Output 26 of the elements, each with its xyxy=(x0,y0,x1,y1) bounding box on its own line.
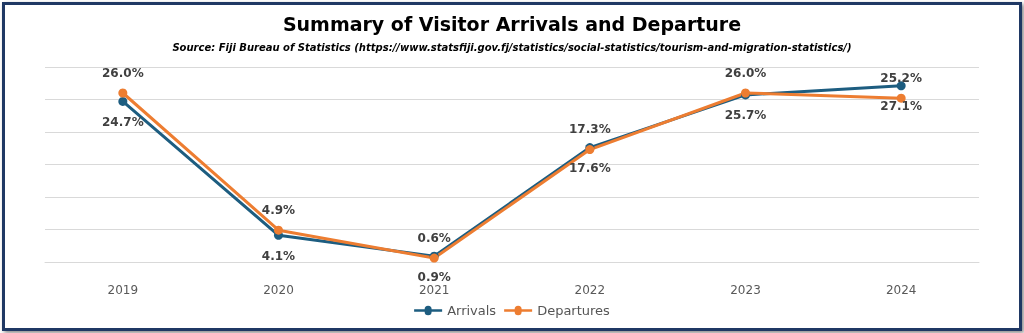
source-note: Source: Fiji Bureau of Statistics (https://www.statsfiji.gov.fj/statistics/social-statistics/tourism-and-migration-statistics/) xyxy=(172,41,852,53)
x-tick-label: 2021 xyxy=(418,283,450,297)
x-tick-label: 2019 xyxy=(107,283,139,297)
data-label: 0.9% xyxy=(417,269,451,284)
point xyxy=(118,96,128,106)
point xyxy=(274,225,283,235)
legend-label: Arrivals xyxy=(447,303,497,318)
data-label: 25.2% xyxy=(880,70,922,85)
data-label: 4.9% xyxy=(261,202,296,217)
data-label: 26.0% xyxy=(724,65,767,80)
data-label: 17.3% xyxy=(569,122,611,137)
x-tick-label: 2024 xyxy=(885,283,917,297)
data-label: 4.1% xyxy=(261,248,296,263)
data-label: 25.7% xyxy=(724,108,767,123)
point xyxy=(896,81,906,91)
data-label: 24.7% xyxy=(102,114,144,129)
chart-title: Summary of Visitor Arrivals and Departure xyxy=(282,12,742,35)
x-tick-label: 2023 xyxy=(730,283,761,297)
x-tick-label: 2022 xyxy=(574,283,606,297)
point xyxy=(118,88,128,98)
legend-label: Departures xyxy=(537,303,611,318)
data-label: 26.0% xyxy=(102,65,144,80)
data-label: 17.6% xyxy=(569,161,611,176)
data-label: 0.6% xyxy=(417,230,451,245)
x-tick-label: 2020 xyxy=(263,283,294,297)
data-label: 27.1% xyxy=(880,99,922,114)
